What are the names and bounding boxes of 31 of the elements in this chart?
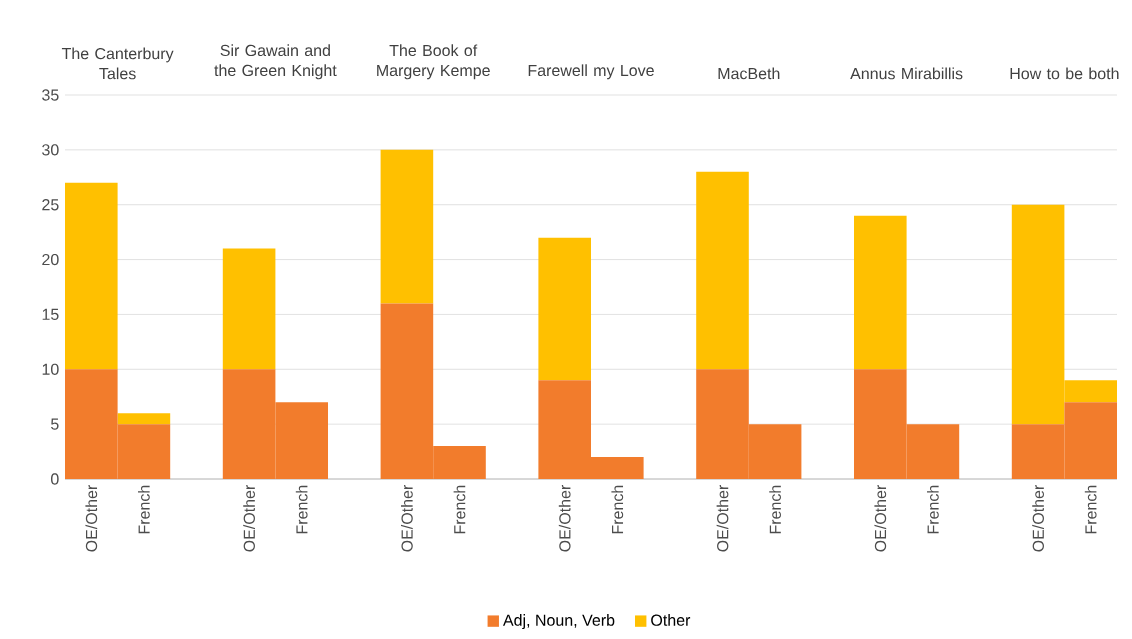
x-tick-label: OE/Other <box>401 485 413 552</box>
x-tick-label: OE/Other <box>558 485 571 552</box>
y-tick-label: 15 <box>42 308 59 321</box>
x-tick-label: French <box>611 485 624 534</box>
x-tick-label: OE/Other <box>85 485 98 552</box>
x-tick-label: OE/Other <box>1032 485 1044 552</box>
x-tick-label: French <box>295 485 308 534</box>
y-tick-label: 10 <box>42 363 59 375</box>
y-tick-label: 30 <box>42 144 59 156</box>
text: The Book of Margery Kempe <box>377 44 490 80</box>
y-tick-label: 25 <box>42 199 59 211</box>
y-tick-label: 5 <box>51 418 59 430</box>
x-tick-label: French <box>927 485 939 534</box>
text: MacBeth <box>718 67 780 80</box>
x-tick-label: OE/Other <box>716 485 729 552</box>
text: Farewell my Love <box>528 64 654 80</box>
text: How to be both <box>1010 67 1119 80</box>
y-tick-label: 35 <box>42 89 59 101</box>
x-tick-label: French <box>138 485 150 534</box>
text: Annus Mirabillis <box>850 67 963 80</box>
x-tick-label: French <box>1084 485 1097 534</box>
y-tick-label: 0 <box>51 473 59 485</box>
legend-label: Other <box>651 614 691 626</box>
x-tick-label: French <box>769 485 781 534</box>
text: The Canterbury Tales <box>61 47 174 80</box>
x-tick-label: OE/Other <box>243 485 255 552</box>
x-tick-label: French <box>453 485 466 534</box>
text: Sir Gawain and the Green Knight <box>214 44 337 80</box>
legend-label: Adj, Noun, Verb <box>502 614 615 630</box>
x-tick-label: OE/Other <box>874 485 887 552</box>
y-tick-label: 20 <box>42 253 59 266</box>
